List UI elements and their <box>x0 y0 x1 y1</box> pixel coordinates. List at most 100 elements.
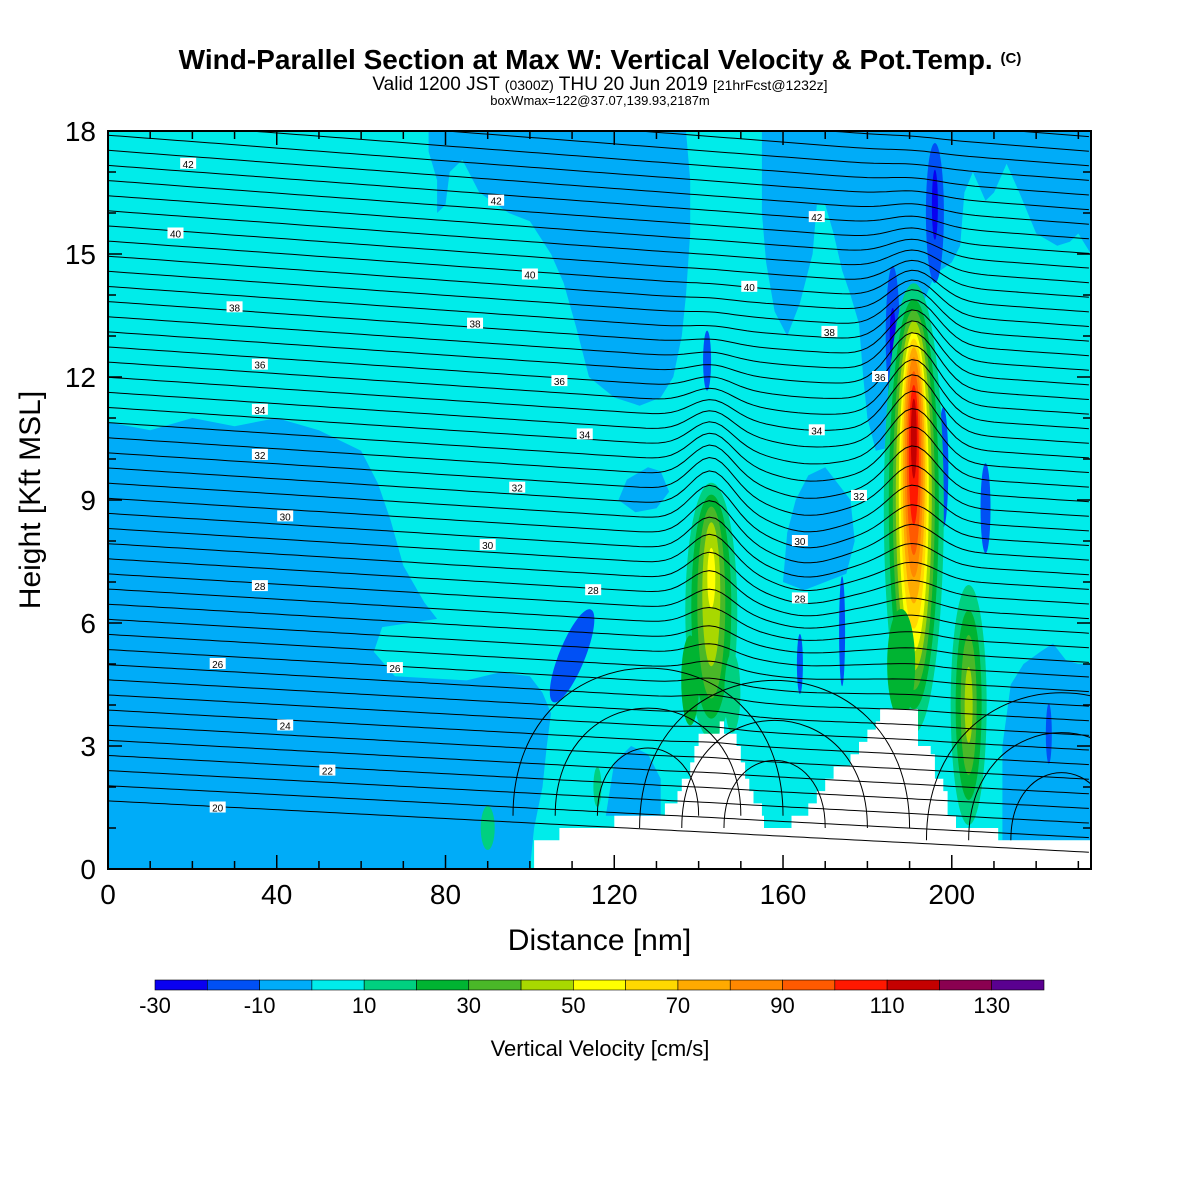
theta-label-bg <box>467 317 484 329</box>
theta-contour-22 <box>108 709 1089 766</box>
theta-contour-40.5 <box>108 149 1089 225</box>
y-tick-label: 0 <box>80 854 96 885</box>
theta-label-bg <box>251 448 268 460</box>
colorbar: -30 -10 10 30 50 70 90 110 130 <box>139 979 1045 1018</box>
y-tick-label: 18 <box>65 116 96 147</box>
theta-contour-27.5 <box>108 543 1089 605</box>
theta-contour-25 <box>108 618 1089 678</box>
theta-contour-29 <box>108 497 1089 564</box>
colorbar-bin <box>468 979 522 991</box>
theta-contour-24 <box>108 649 1089 707</box>
theta-label-bg <box>277 510 294 522</box>
colorbar-bin <box>416 979 470 991</box>
theta-valley-contour-0-2 <box>512 667 784 816</box>
theta-contour-21.5 <box>108 724 1089 780</box>
theta-valley-contour-2-1 <box>968 732 1091 841</box>
theta-label-bg <box>808 211 825 223</box>
theta-label: 28 <box>794 594 806 605</box>
theta-label: 30 <box>280 512 292 523</box>
theta-label: 26 <box>212 660 224 671</box>
theta-valley-contour-1-2 <box>639 679 911 829</box>
theta-contour-23 <box>108 679 1089 736</box>
colorbar-tick-label: 90 <box>770 993 794 1018</box>
y-tick-label: 15 <box>65 239 96 270</box>
valid-utc: (0300Z) <box>504 77 554 93</box>
colorbar-bin <box>154 979 208 991</box>
colorbar-label: Vertical Velocity [cm/s] <box>490 1036 710 1061</box>
theta-contour-29.5 <box>108 482 1089 549</box>
forecast-note: [21hrFcst@1232z] <box>712 77 828 93</box>
theta-label: 42 <box>491 197 503 208</box>
theta-contour-44 <box>108 44 1089 122</box>
theta-label-bg <box>521 268 538 280</box>
theta-label: 20 <box>212 804 224 815</box>
theta-contour-43.5 <box>1011 131 1089 138</box>
theta-valley-contour-2-0 <box>1010 772 1091 841</box>
theta-labels: 20 22 24 26 26 28 28 28 30 30 30 32 32 32 34 34 34 36 36 36… <box>167 157 889 815</box>
y-tick-label: 12 <box>65 362 96 393</box>
theta-contour-36.5 <box>108 270 1089 342</box>
vv-region-weak-sink-left <box>108 418 551 869</box>
theta-label-bg <box>386 662 403 674</box>
updraft-90 <box>480 806 495 850</box>
theta-label: 40 <box>170 230 182 241</box>
theta-label: 32 <box>853 492 865 503</box>
theta-contour-43 <box>823 131 1089 152</box>
colorbar-tick-label: 110 <box>870 993 905 1018</box>
colorbar-bin <box>206 979 260 991</box>
theta-label: 34 <box>254 406 266 417</box>
theta-label: 40 <box>744 283 756 294</box>
colorbar-tick-label: 70 <box>666 993 690 1018</box>
theta-label: 30 <box>482 541 494 552</box>
colorbar-bin <box>259 979 313 991</box>
theta-label-bg <box>277 719 294 731</box>
y-tick-label: 9 <box>80 485 96 516</box>
theta-label: 26 <box>389 664 401 675</box>
colorbar-bin <box>939 979 993 991</box>
theta-contour-34 <box>108 344 1089 415</box>
x-tick-label: 160 <box>760 879 807 910</box>
colorbar-bin <box>834 979 888 991</box>
theta-label-bg <box>551 375 568 387</box>
downdraft-208 <box>980 463 991 554</box>
downdraft-164 <box>796 634 803 694</box>
theta-label: 28 <box>254 582 266 593</box>
theta-label-bg <box>872 371 889 382</box>
theta-contour-38.5 <box>108 210 1089 284</box>
theta-label-bg <box>850 489 867 501</box>
theta-contour-24.5 <box>108 633 1089 693</box>
colorbar-bin <box>886 979 940 991</box>
theta-contour-23.5 <box>108 664 1089 722</box>
axis-ticks <box>107 130 1091 870</box>
updraft-116 <box>593 767 602 807</box>
theta-label-bg <box>226 301 243 313</box>
x-tick-label: 80 <box>430 879 461 910</box>
colorbar-bin <box>363 979 417 991</box>
theta-valley-contour-1-1 <box>681 719 868 829</box>
colorbar-bin <box>782 979 836 991</box>
x-tick-label: 40 <box>261 879 292 910</box>
colorbar-bin <box>729 979 783 991</box>
theta-contour-40 <box>108 164 1089 240</box>
theta-contour-26 <box>108 588 1089 649</box>
theta-contour-31 <box>108 437 1089 503</box>
colorbar-tick-label: 130 <box>973 993 1010 1018</box>
colorbar-tick-label: 50 <box>561 993 585 1018</box>
theta-contour-25.5 <box>108 603 1089 663</box>
theta-label: 36 <box>874 373 886 384</box>
theta-label-bg <box>209 801 226 813</box>
theta-contour-35.5 <box>108 301 1089 371</box>
colorbar-tick-label: -10 <box>244 993 276 1018</box>
theta-label: 28 <box>588 586 600 597</box>
theta-contour-39 <box>108 195 1089 269</box>
theta-valley-contour-1-0 <box>723 760 826 829</box>
chart-title: Wind-Parallel Section at Max W: Vertical… <box>178 44 1022 75</box>
theta-contour-19 <box>108 800 1089 853</box>
theta-label: 36 <box>554 377 566 388</box>
y-axis-label: Height [Kft MSL] <box>14 391 47 609</box>
theta-label-bg <box>791 535 808 546</box>
y-tick-label: 6 <box>80 608 96 639</box>
theta-contours <box>108 44 1091 853</box>
theta-contour-38 <box>108 225 1089 298</box>
theta-label-bg <box>585 584 602 596</box>
